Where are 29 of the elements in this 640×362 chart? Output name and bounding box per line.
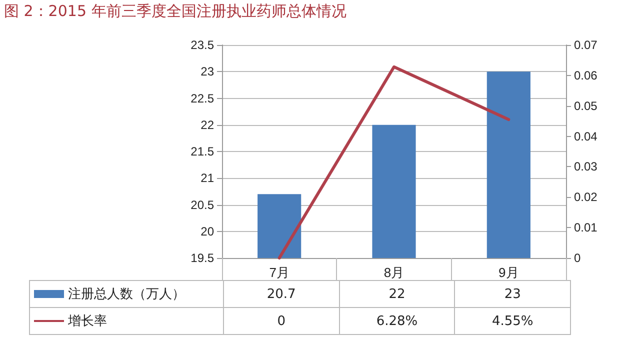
legend-label: 注册总人数（万人）: [30, 280, 224, 308]
y-tick-label: 23.5: [190, 38, 214, 52]
y2-tick-label: 0.05: [574, 98, 598, 113]
y-tick-label: 21.5: [190, 144, 214, 158]
y-tick-label: 20.5: [190, 198, 214, 212]
chart-title: 图 2：2015 年前三季度全国注册执业药师总体情况: [4, 2, 346, 21]
y-tick-label: 22: [200, 118, 214, 132]
y-tick-label: 22.5: [190, 91, 214, 106]
y2-tick-label: 0.01: [574, 220, 598, 235]
data-label: 4.55%: [454, 308, 570, 334]
y2-tick-label: 0.07: [574, 38, 598, 52]
y2-tick-label: 0.06: [574, 68, 598, 82]
legend-label: 增长率: [30, 308, 224, 334]
data-label: 6.28%: [339, 308, 455, 334]
x-tick-label: 9月: [498, 265, 519, 280]
data-label: 22: [339, 280, 455, 308]
x-tick-label: 8月: [384, 265, 404, 280]
y2-tick-label: 0.02: [574, 190, 598, 204]
y2-tick-label: 0.03: [574, 160, 598, 174]
data-label: 23: [454, 280, 570, 308]
y2-tick-label: 0: [574, 251, 581, 265]
y2-tick-label: 0.04: [574, 129, 598, 144]
y-tick-label: 20: [200, 224, 214, 238]
data-label: 20.7: [224, 280, 340, 308]
y-tick-label: 21: [200, 171, 214, 186]
y-tick-label: 23: [200, 64, 214, 79]
y-tick-label: 19.5: [190, 251, 214, 265]
x-tick-label: 7月: [269, 265, 290, 280]
data-label: 0: [224, 308, 340, 334]
